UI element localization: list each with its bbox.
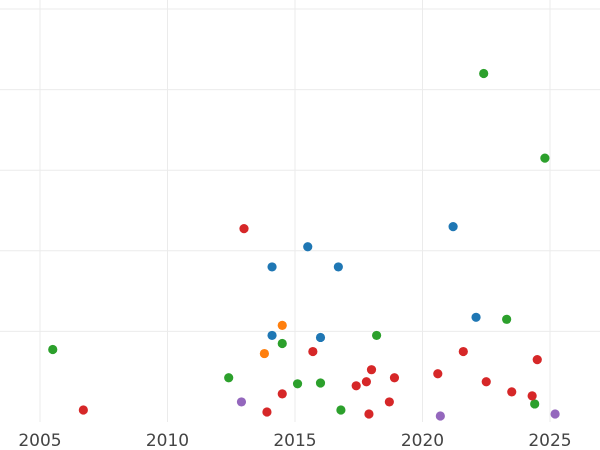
scatter-point (292, 379, 303, 389)
scatter-point (267, 262, 277, 272)
scatter-point (540, 153, 550, 163)
x-tick-label: 2025 (528, 431, 571, 450)
grid-layer (0, 0, 600, 422)
scatter-point (435, 411, 445, 421)
scatter-point (532, 355, 542, 365)
scatter-point (433, 369, 443, 379)
scatter-point (315, 378, 326, 388)
scatter-point (333, 262, 343, 272)
scatter-point (479, 68, 489, 79)
x-tick-label: 2015 (273, 431, 316, 450)
scatter-point (458, 346, 468, 357)
scatter-point (530, 399, 540, 409)
scatter-point (372, 330, 382, 341)
scatter-point (224, 373, 234, 383)
scatter-point (262, 407, 272, 417)
scatter-point (527, 391, 537, 401)
x-tick-label: 2020 (401, 431, 444, 450)
scatter-point (315, 332, 326, 343)
scatter-point (48, 344, 58, 355)
scatter-point (308, 346, 318, 357)
data-points (48, 68, 560, 421)
scatter-point (366, 365, 377, 375)
scatter-point (550, 409, 560, 419)
x-tick-label: 2005 (18, 431, 61, 450)
scatter-point (389, 373, 400, 383)
scatter-point (259, 348, 269, 359)
scatter-point (336, 405, 346, 415)
scatter-point (507, 387, 517, 397)
scatter-point (448, 222, 458, 232)
scatter-point (277, 389, 287, 399)
scatter-point (361, 377, 371, 387)
scatter-point (239, 224, 249, 234)
scatter-point (267, 330, 277, 341)
scatter-point (236, 397, 247, 407)
scatter-point (364, 409, 374, 419)
scatter-point (277, 320, 287, 330)
x-axis-ticks: 2005 2010 2015 2020 2025 (18, 431, 571, 450)
scatter-point (303, 242, 313, 252)
scatter-point (471, 312, 481, 322)
x-tick-label: 2010 (146, 431, 189, 450)
scatter-point (384, 397, 394, 407)
scatter-point (351, 381, 361, 391)
scatter-point (277, 338, 287, 349)
scatter-point (481, 377, 491, 387)
scatter-point (502, 314, 512, 324)
scatter-point (78, 405, 88, 415)
